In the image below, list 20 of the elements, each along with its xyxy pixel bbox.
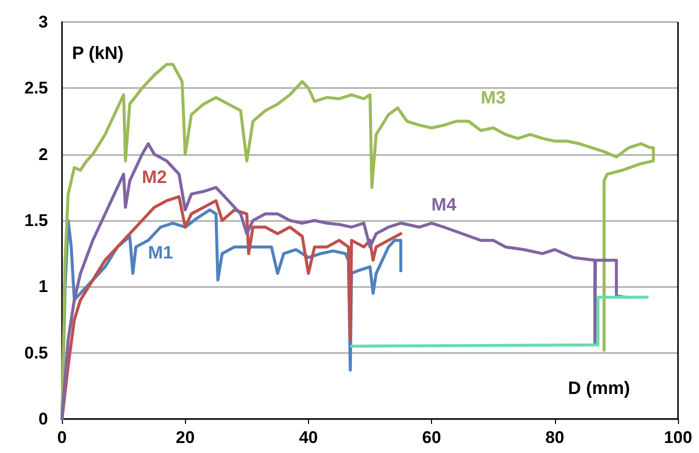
y-tick-label: 2.5 (24, 78, 48, 98)
x-tick-label: 80 (545, 428, 564, 447)
x-tick-label: 0 (57, 428, 67, 447)
y-tick-label: 0 (38, 410, 48, 428)
y-tick-label: 1.5 (24, 211, 48, 230)
y-tick-label: 0.5 (24, 343, 48, 362)
annotation: M2 (142, 166, 167, 187)
y-tick-label: 2 (38, 144, 48, 164)
annotation: M3 (480, 87, 506, 108)
x-tick-label: 60 (422, 428, 442, 447)
y-tick-label: 3 (38, 12, 48, 32)
annotation: M4 (431, 194, 456, 215)
x-tick-label: 100 (664, 428, 692, 447)
y-tick-label: 1 (38, 277, 48, 296)
x-axis-title: D (mm) (568, 378, 630, 398)
y-axis-title: P (kN) (72, 43, 124, 63)
annotation: M1 (148, 242, 174, 262)
line-series (60, 142, 628, 420)
x-tick-label: 40 (298, 428, 318, 447)
x-tick-label: 20 (176, 428, 195, 447)
